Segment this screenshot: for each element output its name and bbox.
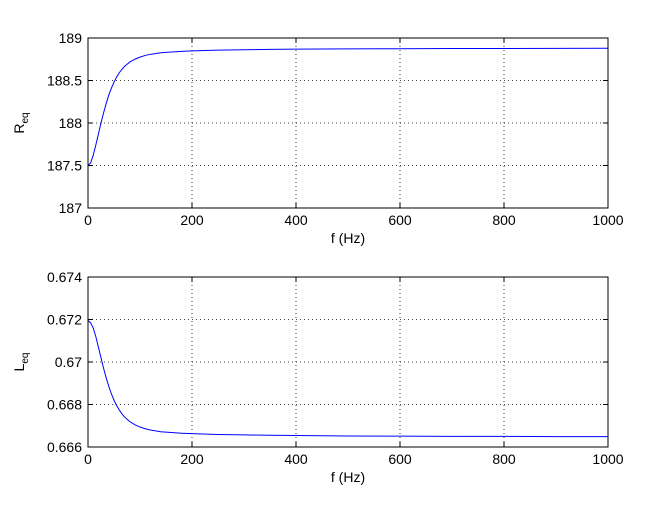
y-tick-label: 0.674 <box>47 269 82 285</box>
y-axis-label-main: R <box>11 124 27 134</box>
y-axis-label-subscript: eq <box>20 112 31 123</box>
y-tick-label: 0.668 <box>47 397 82 413</box>
x-tick-label: 400 <box>284 451 308 467</box>
chart-1: 0 200 400 600 800 1000 187 187.5 188 188.5 189 f (H… <box>11 30 624 246</box>
x-tick-label: 800 <box>492 212 516 228</box>
y-tick-label: 0.666 <box>47 439 82 455</box>
y-tick-label: 0.672 <box>47 312 82 328</box>
y-axis-label: Req <box>11 112 31 133</box>
series-line <box>87 47 609 166</box>
x-tick-label: 1000 <box>592 451 623 467</box>
x-tick-label: 1000 <box>592 212 623 228</box>
y-tick-label: 187 <box>59 200 83 216</box>
x-tick-label: 400 <box>284 212 308 228</box>
x-tick-label: 600 <box>388 451 412 467</box>
x-tick-label: 200 <box>180 212 204 228</box>
axes-box <box>87 37 609 209</box>
x-tick-label: 600 <box>388 212 412 228</box>
y-tick-label: 0.67 <box>55 354 82 370</box>
x-tick-label: 200 <box>180 451 204 467</box>
x-axis-label: f (Hz) <box>331 469 365 485</box>
axes-box <box>87 276 609 448</box>
x-axis-label: f (Hz) <box>331 230 365 246</box>
y-axis-label-subscript: eq <box>20 353 31 364</box>
x-tick-label: 0 <box>84 451 92 467</box>
y-tick-label: 188.5 <box>47 73 82 89</box>
y-axis-label-main: L <box>11 363 27 371</box>
chart-2: 0 200 400 600 800 1000 0.666 0.668 0.67 0.672 0.67… <box>11 269 624 485</box>
x-tick-label: 0 <box>84 212 92 228</box>
y-tick-label: 188 <box>59 115 83 131</box>
y-axis-label: Leq <box>11 353 31 372</box>
y-tick-label: 187.5 <box>47 158 82 174</box>
x-tick-label: 800 <box>492 451 516 467</box>
series-line <box>87 320 608 438</box>
y-tick-label: 189 <box>59 30 83 46</box>
